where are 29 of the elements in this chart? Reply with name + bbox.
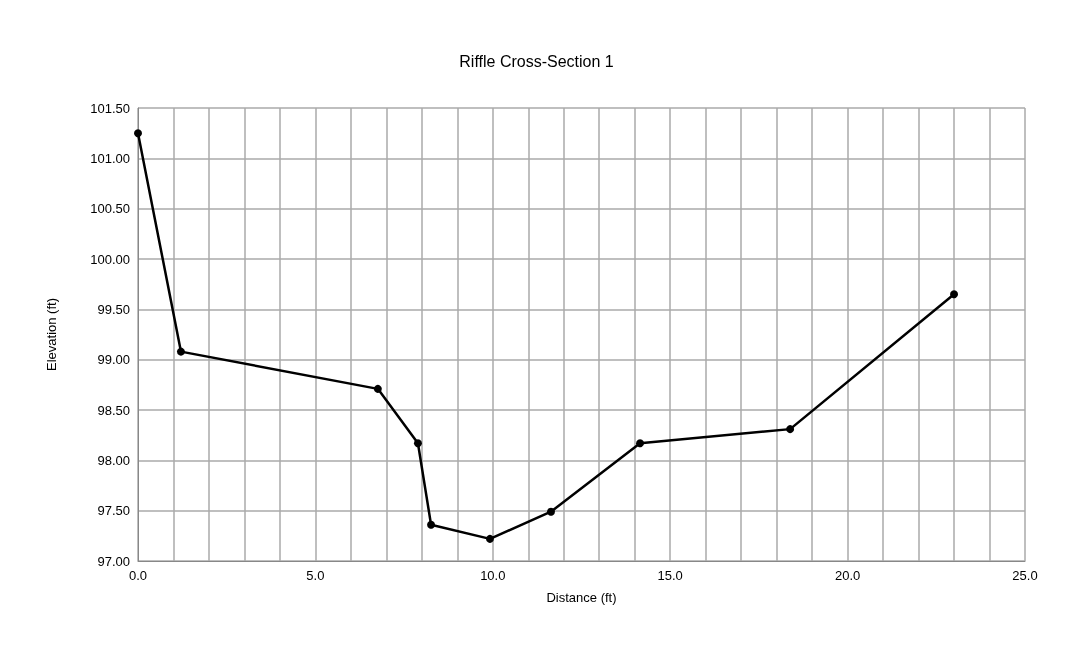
point: [373, 384, 382, 393]
x-tick-label: 0.0: [128, 568, 148, 583]
point: [427, 520, 436, 529]
point: [413, 439, 422, 448]
y-tick-label: 100.00: [90, 251, 130, 267]
x-tick-label: 25.0: [1012, 568, 1038, 583]
x-tick-label: 10.0: [480, 568, 506, 583]
point: [636, 439, 645, 448]
y-axis-title: Elevation (ft): [44, 298, 59, 371]
y-tick-label: 97.00: [97, 553, 130, 569]
point: [134, 129, 142, 138]
y-tick-label: 101.50: [90, 100, 130, 116]
point: [786, 425, 795, 434]
y-tick-label: 100.50: [90, 201, 130, 217]
y-tick-label: 99.50: [97, 301, 130, 317]
x-tick-label: 5.0: [306, 568, 325, 583]
x-tick-label: 20.0: [834, 568, 861, 583]
point: [485, 534, 494, 543]
y-tick-label: 98.50: [97, 402, 130, 418]
x-tick-label: 15.0: [657, 568, 683, 583]
point: [176, 347, 185, 356]
y-tick-label: 98.00: [97, 452, 130, 468]
y-tick-label: 97.50: [97, 503, 130, 519]
y-tick-label: 99.00: [97, 352, 130, 368]
point: [547, 507, 555, 516]
y-tick-label: 101.00: [90, 150, 130, 166]
chart-title: Riffle Cross-Section 1: [459, 52, 614, 70]
x-axis-title: Distance (ft): [546, 590, 617, 605]
point: [950, 290, 959, 299]
